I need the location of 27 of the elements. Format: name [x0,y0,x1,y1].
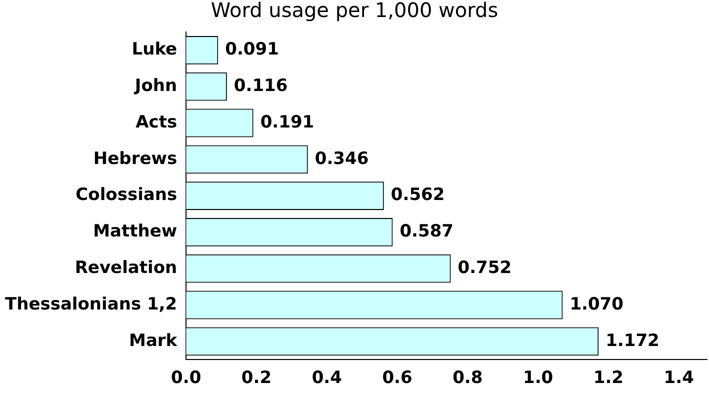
y-tick-label: Luke [132,40,178,60]
x-tick-label: 0.2 [241,368,272,388]
x-tick-label: 1.4 [664,368,694,388]
chart-title: Word usage per 1,000 words [210,0,498,22]
y-tick-label: Colossians [76,185,178,206]
y-tick-label: Thessalonians 1,2 [4,294,178,314]
data-label: 0.752 [458,258,512,278]
data-label: 0.562 [390,185,445,206]
x-tick-label: 0.8 [452,368,483,388]
x-tick-label: 1.0 [522,368,554,388]
data-label: 0.191 [260,112,314,132]
y-tick-label: Acts [136,112,178,132]
x-tick-label: 0.0 [171,368,202,388]
y-tick-label: John [134,76,178,96]
data-label: 1.070 [570,294,624,314]
x-tick-label: 0.6 [382,368,412,388]
data-label: 0.091 [225,40,279,60]
y-tick-label: Mark [129,330,178,351]
y-tick-label: Matthew [93,222,178,242]
x-tick-label: 1.2 [593,368,624,388]
y-tick-label: Hebrews [93,148,178,169]
data-label: 1.172 [606,330,660,351]
data-label: 0.587 [400,222,454,242]
y-tick-label: Revelation [74,258,178,278]
x-tick-label: 0.4 [312,368,342,388]
data-label: 0.116 [234,76,288,96]
data-label: 0.346 [314,148,369,169]
